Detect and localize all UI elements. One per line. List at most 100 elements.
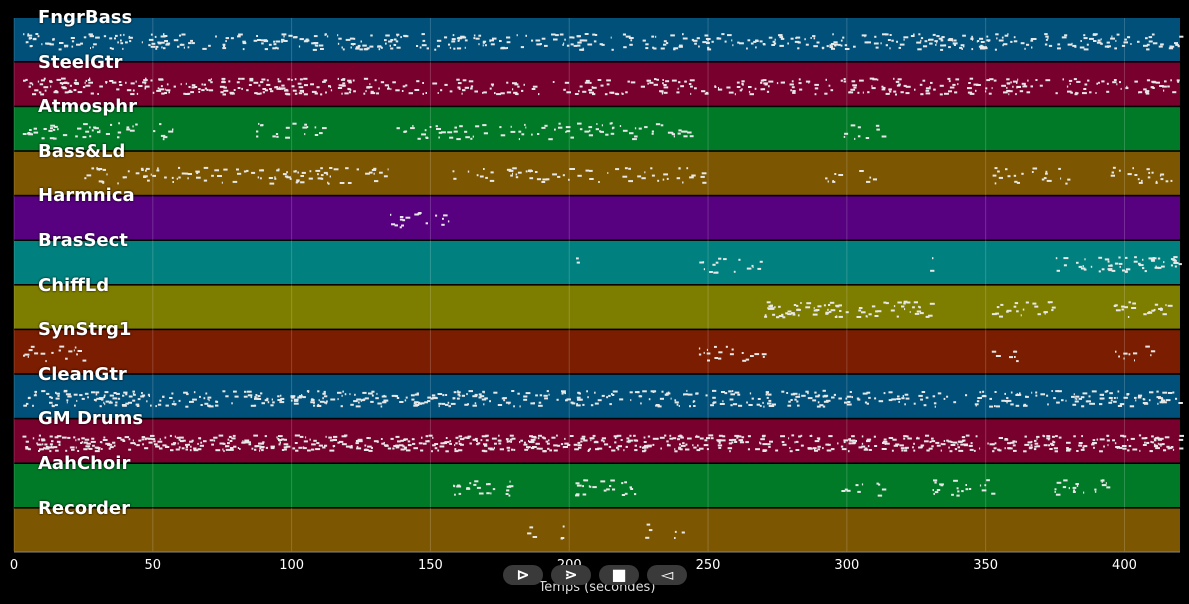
note	[947, 39, 953, 42]
note	[552, 81, 555, 83]
note	[94, 446, 100, 449]
note	[388, 86, 390, 89]
track-band[interactable]	[14, 196, 1180, 240]
note	[718, 446, 722, 449]
track-band[interactable]	[14, 18, 1180, 61]
note	[201, 83, 203, 86]
track-band[interactable]	[14, 464, 1180, 507]
note	[414, 401, 419, 404]
track-band[interactable]	[14, 285, 1180, 329]
note	[241, 77, 245, 80]
track-band[interactable]	[14, 508, 1180, 552]
note	[359, 48, 363, 51]
note	[168, 91, 170, 94]
track-notes	[576, 256, 1182, 274]
note	[528, 441, 532, 443]
note	[155, 45, 159, 48]
note	[953, 479, 958, 482]
note	[561, 392, 564, 395]
note	[466, 437, 470, 439]
note	[45, 360, 47, 363]
note	[50, 124, 55, 127]
note	[589, 91, 594, 94]
note	[936, 444, 941, 447]
track-notes	[390, 212, 450, 229]
note	[681, 531, 685, 534]
note	[1179, 35, 1184, 38]
note	[180, 83, 182, 86]
note	[322, 446, 326, 449]
note	[478, 43, 480, 46]
note	[861, 435, 864, 438]
note	[277, 78, 280, 81]
note	[498, 439, 502, 442]
note	[591, 86, 597, 89]
note	[612, 390, 618, 393]
note	[456, 47, 462, 50]
track-band[interactable]	[14, 62, 1180, 106]
note	[261, 449, 264, 452]
note	[193, 449, 199, 452]
note	[426, 47, 429, 50]
note	[813, 307, 815, 309]
note	[402, 445, 405, 448]
note	[508, 440, 511, 443]
note	[767, 307, 769, 310]
note	[759, 442, 762, 445]
note	[638, 395, 641, 398]
note	[903, 84, 907, 87]
note	[476, 174, 479, 177]
prev-button[interactable]: ◅	[647, 565, 687, 585]
note	[268, 43, 272, 46]
note	[304, 84, 308, 87]
track-band[interactable]	[14, 330, 1180, 374]
note	[197, 442, 199, 445]
note	[594, 391, 596, 394]
note	[90, 47, 91, 50]
note	[1083, 48, 1089, 51]
note	[767, 307, 773, 310]
note	[208, 89, 214, 92]
note	[947, 77, 951, 80]
track-band[interactable]	[14, 241, 1180, 284]
stop-button[interactable]: ■	[599, 565, 639, 585]
note	[951, 39, 954, 42]
note	[889, 34, 892, 36]
track-band[interactable]	[14, 151, 1180, 195]
play-button[interactable]: ⊳	[503, 565, 543, 585]
note	[264, 435, 267, 438]
note	[299, 38, 304, 41]
note	[319, 400, 325, 403]
track-band[interactable]	[14, 374, 1180, 418]
note	[101, 448, 103, 450]
note	[368, 171, 373, 174]
note	[759, 441, 761, 444]
note	[352, 79, 355, 82]
note	[525, 392, 531, 395]
note	[1008, 93, 1010, 96]
note	[1056, 481, 1062, 484]
note	[1160, 444, 1162, 447]
note	[416, 80, 420, 83]
note	[187, 177, 189, 180]
note	[996, 306, 1000, 309]
note	[1151, 259, 1155, 262]
note	[1032, 302, 1037, 305]
note	[393, 445, 397, 447]
note	[438, 131, 443, 134]
note	[188, 42, 192, 45]
note	[1137, 396, 1142, 399]
note	[312, 48, 317, 51]
note	[708, 434, 714, 437]
note	[520, 439, 523, 442]
note	[242, 48, 245, 51]
note	[1054, 490, 1056, 493]
note	[1022, 308, 1025, 311]
note	[413, 402, 416, 405]
note	[485, 434, 489, 437]
next-button[interactable]: ⋗	[551, 565, 591, 585]
note	[646, 523, 651, 526]
note	[23, 354, 26, 357]
note	[770, 304, 773, 307]
